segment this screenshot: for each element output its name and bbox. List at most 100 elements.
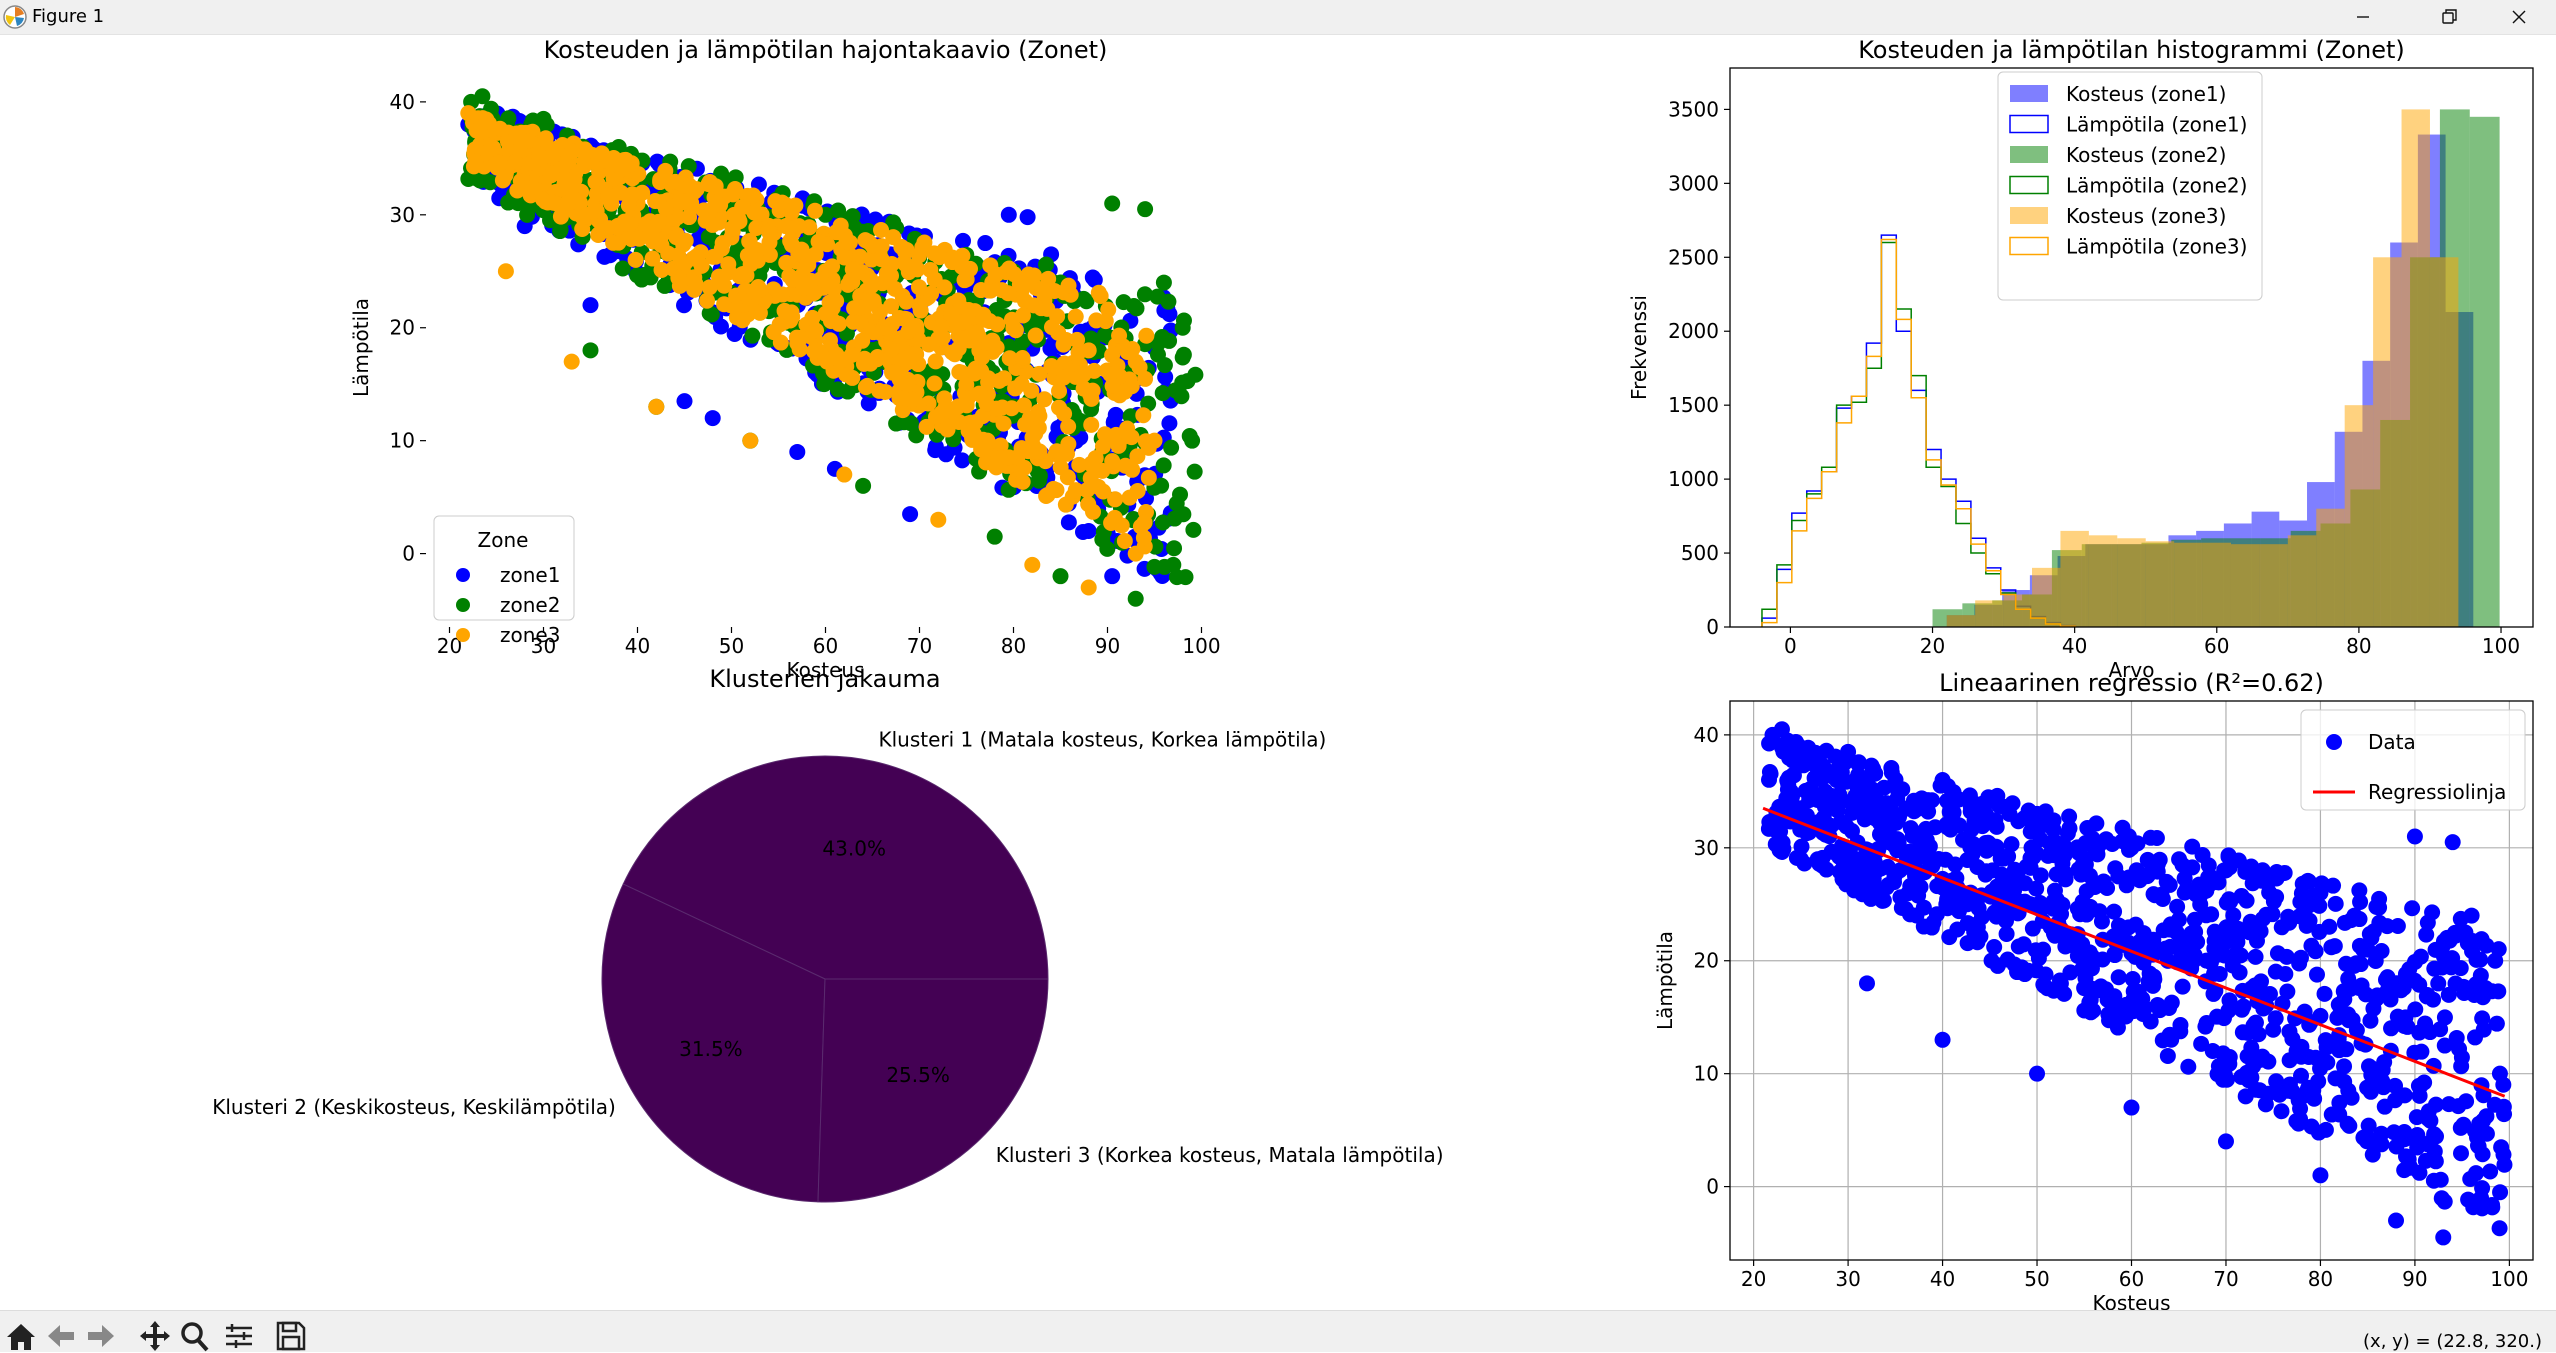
scatter-point xyxy=(2488,1015,2505,1032)
scatter-point xyxy=(1155,457,1172,474)
axes-title: Klusterien jakauma xyxy=(709,665,940,693)
scatter-point xyxy=(2081,867,2098,884)
close-button[interactable] xyxy=(2484,0,2554,34)
scatter-point xyxy=(1166,510,1183,527)
configure-subplots-button[interactable] xyxy=(222,1319,256,1353)
scatter-point xyxy=(1959,852,1976,869)
chart-histogram: 0 20 40 60 80 1000500100015002000250030003500… xyxy=(1627,36,2534,682)
legend: Zone zone1 zone2 zone3 xyxy=(433,515,575,647)
back-button[interactable] xyxy=(44,1319,78,1353)
scatter-point xyxy=(1060,514,1077,531)
scatter-point xyxy=(1802,780,1819,797)
scatter-point xyxy=(545,194,562,211)
save-button[interactable] xyxy=(274,1319,308,1353)
scatter-point xyxy=(2450,1098,2467,1115)
scatter-point xyxy=(2471,1125,2488,1142)
scatter-point xyxy=(1140,439,1157,456)
scatter-point xyxy=(2482,1163,2499,1180)
scatter-point xyxy=(2074,961,2091,978)
scatter-point xyxy=(1149,346,1166,363)
scatter-point xyxy=(2220,1002,2237,1019)
scatter-point xyxy=(1912,879,1929,896)
scatter-point xyxy=(2265,1021,2282,1038)
scatter-point xyxy=(1075,380,1092,397)
scatter-point xyxy=(2174,978,2191,995)
scatter-point xyxy=(1909,801,1926,818)
pan-button[interactable] xyxy=(138,1319,172,1353)
scatter-point xyxy=(1135,529,1152,546)
scatter-point xyxy=(959,390,976,407)
histogram-bar xyxy=(2145,541,2175,627)
scatter-point xyxy=(734,312,751,329)
scatter-point xyxy=(1136,286,1153,303)
scatter-point xyxy=(966,365,983,382)
scatter-point xyxy=(912,302,929,319)
y-tick-label: 10 xyxy=(390,429,415,453)
scatter-point xyxy=(1024,556,1041,573)
scatter-point xyxy=(2360,1117,2377,1134)
scatter-point xyxy=(2254,1048,2271,1065)
scatter-point xyxy=(2300,1079,2317,1096)
x-tick-label: 60 xyxy=(2119,1267,2144,1291)
scatter-point xyxy=(837,351,854,368)
scatter-point xyxy=(1067,308,1084,325)
scatter-point xyxy=(859,377,876,394)
window-title: Figure 1 xyxy=(32,6,105,27)
scatter-point xyxy=(2151,1002,2168,1019)
x-tick-label: 30 xyxy=(1835,1267,1860,1291)
scatter-point xyxy=(2243,1069,2260,1086)
scatter-point xyxy=(2412,1077,2429,1094)
scatter-point xyxy=(2215,1045,2232,1062)
scatter-point xyxy=(2109,1019,2126,1036)
scatter-point xyxy=(1876,779,1893,796)
scatter-point xyxy=(2110,969,2127,986)
scatter-point xyxy=(873,221,890,238)
scatter-point xyxy=(2484,1199,2501,1216)
scatter-point xyxy=(2225,907,2242,924)
home-button[interactable] xyxy=(4,1319,38,1353)
x-tick-label: 20 xyxy=(1920,634,1945,658)
scatter-point xyxy=(1779,732,1796,749)
scatter-point xyxy=(699,292,716,309)
scatter-point xyxy=(1947,856,1964,873)
pan-move-icon xyxy=(140,1321,170,1351)
legend-label: Lämpötila (zone1) xyxy=(2066,113,2247,137)
scatter-point xyxy=(1175,312,1192,329)
scatter-point xyxy=(552,221,569,238)
histogram-bar xyxy=(2117,538,2146,627)
scatter-point xyxy=(1963,821,1980,838)
scatter-point xyxy=(953,258,970,275)
scatter-point xyxy=(926,271,943,288)
scatter-point xyxy=(1988,818,2005,835)
scatter-point xyxy=(772,334,789,351)
scatter-point xyxy=(2406,828,2423,845)
scatter-point xyxy=(1149,288,1166,305)
scatter-point xyxy=(2292,1100,2309,1117)
x-tick-label: 30 xyxy=(531,634,556,658)
restore-button[interactable] xyxy=(2414,0,2484,34)
scatter-point xyxy=(2351,882,2368,899)
scatter-point xyxy=(2407,1001,2424,1018)
scatter-point xyxy=(2484,983,2501,1000)
scatter-point xyxy=(994,399,1011,416)
zoom-button[interactable] xyxy=(178,1319,212,1353)
scatter-point xyxy=(467,141,484,158)
scatter-point xyxy=(2029,1065,2046,1082)
scatter-point xyxy=(969,324,986,341)
scatter-point xyxy=(2245,983,2262,1000)
scatter-point xyxy=(2323,939,2340,956)
forward-button[interactable] xyxy=(84,1319,118,1353)
scatter-point xyxy=(2452,1119,2469,1136)
scatter-point xyxy=(1055,369,1072,386)
histogram-bar xyxy=(1946,615,1976,627)
scatter-point xyxy=(2435,1229,2452,1246)
scatter-point xyxy=(734,199,751,216)
scatter-point xyxy=(1115,294,1132,311)
minimize-button[interactable] xyxy=(2328,0,2398,34)
scatter-point xyxy=(2216,862,2233,879)
scatter-point xyxy=(1923,919,1940,936)
home-icon xyxy=(7,1324,35,1350)
scatter-point xyxy=(884,364,901,381)
scatter-point xyxy=(778,254,795,271)
